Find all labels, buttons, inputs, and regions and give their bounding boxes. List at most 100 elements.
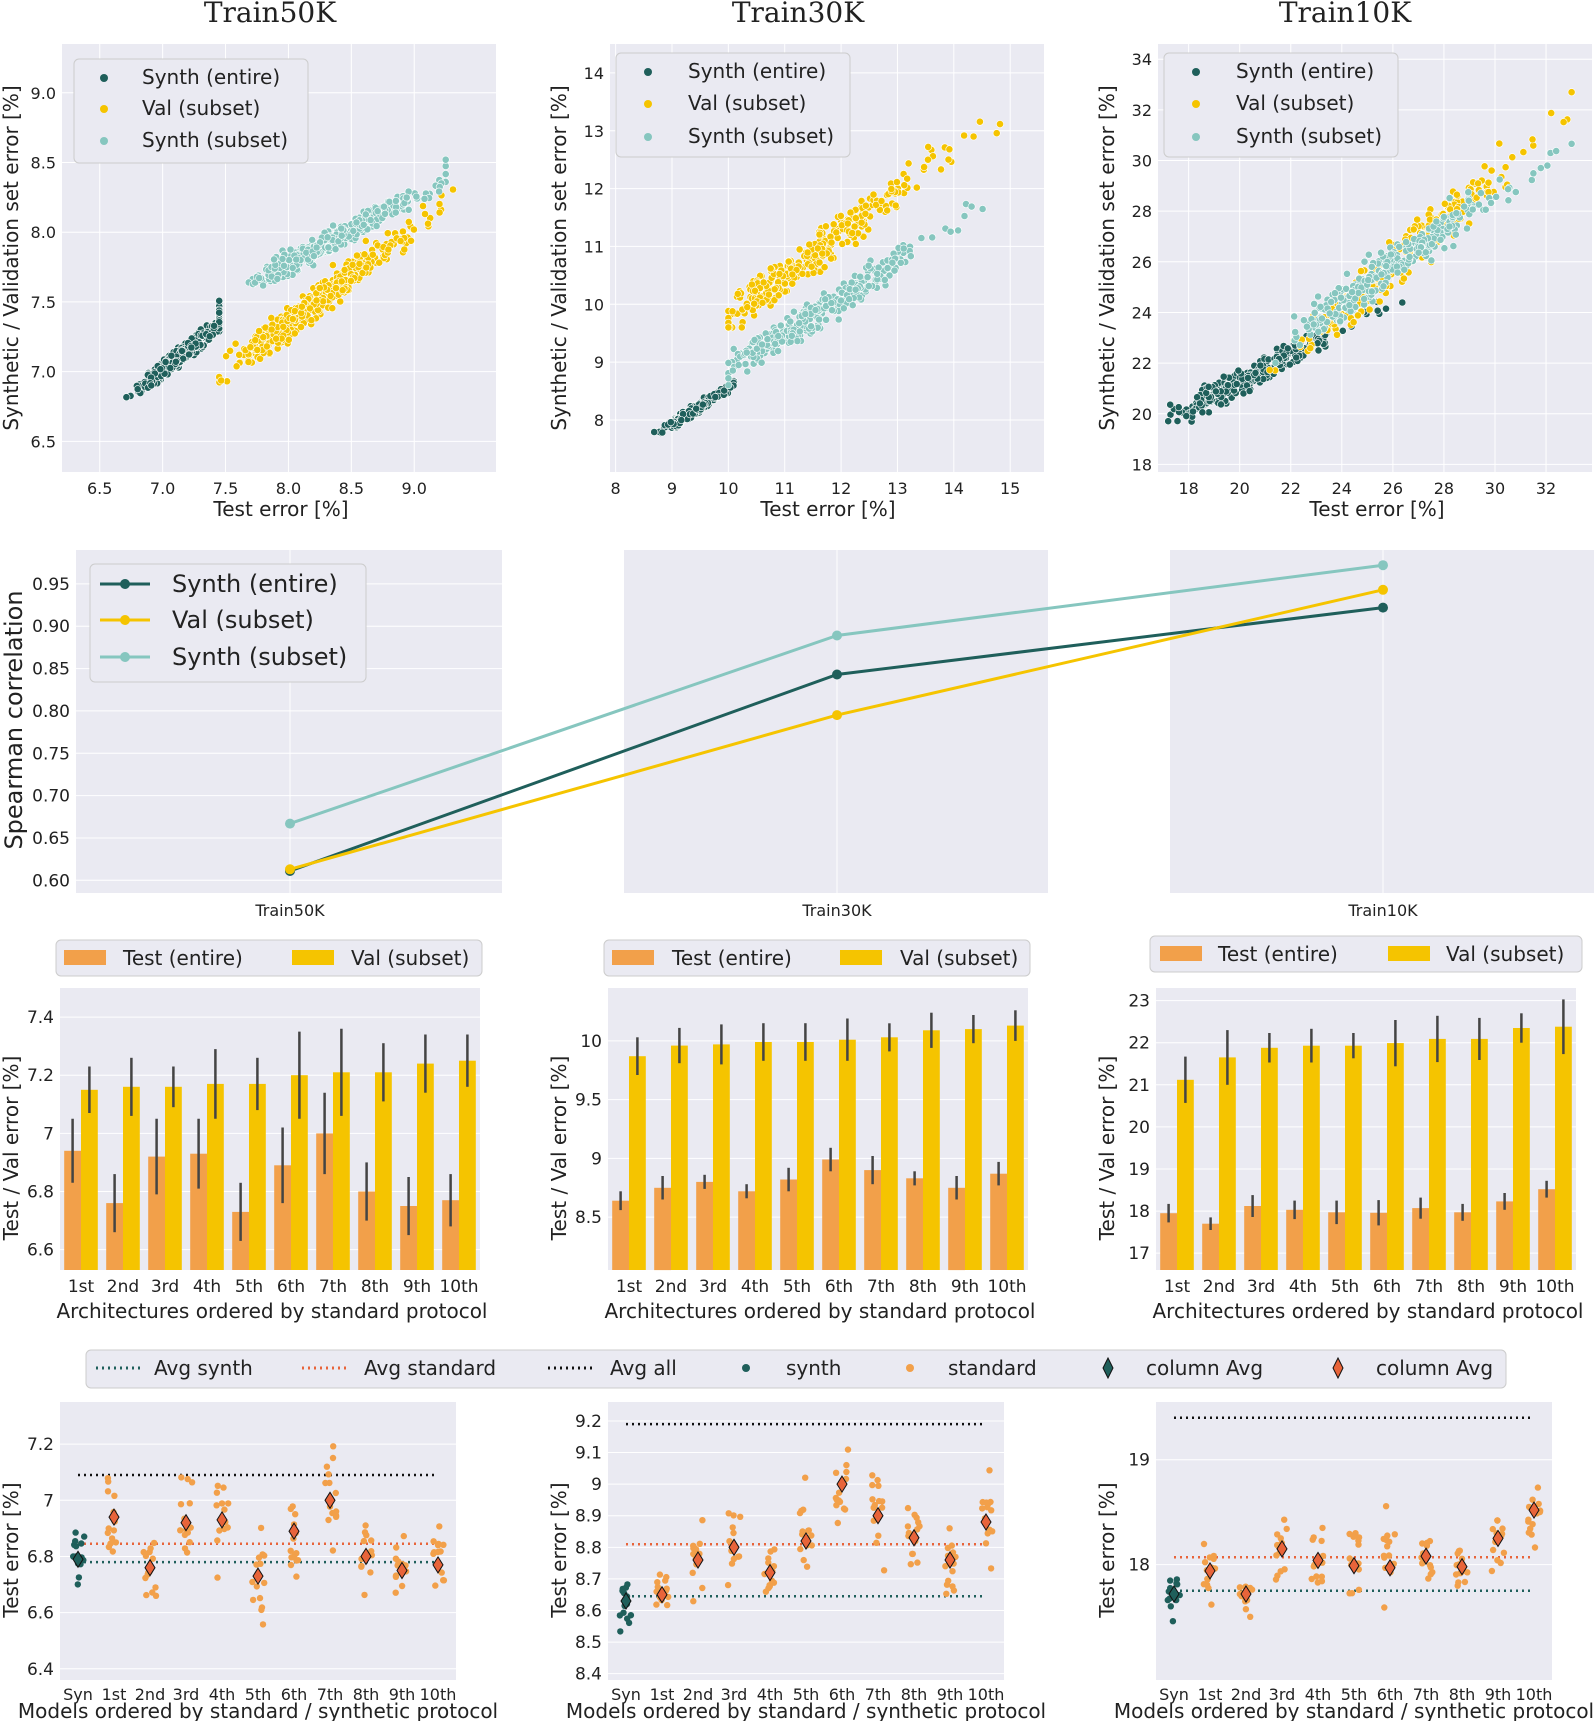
scatter-point xyxy=(976,117,984,126)
scatter-point xyxy=(1382,262,1391,270)
scatter-point xyxy=(1445,194,1454,202)
standard-point xyxy=(873,1539,880,1547)
x-tick-label: 4th xyxy=(1289,1277,1317,1297)
standard-point xyxy=(943,1590,950,1598)
scatter-point xyxy=(790,307,798,316)
scatter-point xyxy=(1318,314,1326,323)
scatter-point xyxy=(828,306,836,315)
standard-point xyxy=(834,1519,841,1527)
scatter-point xyxy=(312,243,321,252)
y-tick-label: 10 xyxy=(584,295,604,314)
legend-marker-synth-subset xyxy=(644,133,652,141)
scatter-point xyxy=(267,313,276,322)
standard-point xyxy=(1386,1538,1393,1545)
scatter-point xyxy=(1395,242,1404,251)
standard-point xyxy=(261,1579,268,1587)
scatter-point xyxy=(372,222,381,230)
scatter-point xyxy=(903,174,912,183)
legend-label-val-subset: Val (subset) xyxy=(900,946,1018,970)
y-tick-label: 6.4 xyxy=(27,1660,54,1680)
y-tick-label: 18 xyxy=(1132,455,1152,474)
y-tick-label: 28 xyxy=(1132,202,1152,221)
scatter-point xyxy=(412,192,421,201)
standard-point xyxy=(989,1528,996,1535)
standard-point xyxy=(1346,1590,1353,1597)
standard-point xyxy=(1200,1540,1208,1548)
scatter-point xyxy=(185,350,193,359)
scatter-point xyxy=(815,230,824,239)
scatter-point xyxy=(1440,244,1449,253)
standard-point xyxy=(392,1589,399,1596)
standard-point xyxy=(943,1581,951,1588)
standard-point xyxy=(257,1560,264,1568)
standard-point xyxy=(332,1489,339,1497)
scatter-point xyxy=(309,252,318,260)
standard-point xyxy=(104,1488,112,1495)
scatter-point xyxy=(1327,297,1336,306)
scatter-point xyxy=(307,316,316,325)
scatter-point xyxy=(324,243,333,252)
scatter-point xyxy=(1393,268,1402,277)
scatter-point xyxy=(758,298,767,307)
scatter-point xyxy=(349,226,358,235)
standard-point xyxy=(874,1476,881,1484)
scatter-point xyxy=(1495,175,1504,184)
standard-point xyxy=(1242,1606,1250,1613)
standard-point xyxy=(393,1544,400,1551)
y-tick-label: 10 xyxy=(580,1032,602,1052)
scatter-point xyxy=(811,306,820,314)
scatter-point xyxy=(864,261,873,270)
standard-point xyxy=(1531,1544,1539,1551)
scatter-point xyxy=(359,220,368,229)
bar xyxy=(780,1179,797,1270)
scatter-point xyxy=(312,296,321,305)
bar-ylabel-1: Test / Val error [%] xyxy=(0,1056,23,1242)
scatter-point xyxy=(1484,178,1493,187)
y-tick-label: 6.8 xyxy=(27,1547,54,1567)
standard-point xyxy=(177,1527,184,1534)
scatter-point xyxy=(815,315,823,324)
standard-point xyxy=(183,1549,191,1556)
scatter-point xyxy=(1336,317,1345,326)
standard-point xyxy=(186,1500,193,1507)
bar xyxy=(1202,1223,1219,1270)
x-tick-label: 8th xyxy=(1457,1277,1485,1297)
x-tick-label: 8th xyxy=(909,1277,937,1297)
legend-marker-synth-subset xyxy=(100,137,108,145)
x-tick-label: 8.5 xyxy=(339,479,364,498)
scatter-legend-2: Synth (entire) Val (subset) Synth (subse… xyxy=(615,52,851,158)
standard-point xyxy=(914,1559,921,1566)
standard-point xyxy=(257,1524,265,1532)
x-tick-label: 9th xyxy=(951,1277,979,1297)
standard-point xyxy=(843,1468,850,1476)
bar xyxy=(1538,1189,1555,1270)
scatter-point xyxy=(424,219,432,228)
scatter-point xyxy=(1414,248,1423,257)
scatter-point xyxy=(259,281,267,290)
x-tick-label: 15 xyxy=(1000,479,1020,498)
scatter-point xyxy=(837,296,845,305)
y-tick-label: 23 xyxy=(1128,992,1150,1012)
standard-point xyxy=(1419,1540,1426,1547)
scatter-point xyxy=(1413,215,1422,224)
standard-point xyxy=(249,1596,257,1604)
scatter-point xyxy=(1379,282,1388,291)
standard-point xyxy=(949,1568,956,1575)
scatter-point xyxy=(1314,346,1323,355)
scatter-point xyxy=(1373,306,1382,315)
standard-point xyxy=(800,1556,807,1564)
y-tick-label: 8.6 xyxy=(575,1602,602,1622)
scatter-point xyxy=(699,400,707,409)
bar-legend-3: Test (entire) Val (subset) xyxy=(1149,935,1583,973)
scatter-point xyxy=(996,120,1004,128)
standard-point xyxy=(112,1539,120,1546)
scatter-point xyxy=(763,335,772,344)
standard-point xyxy=(1283,1525,1290,1533)
standard-point xyxy=(1382,1503,1390,1510)
scatter-point xyxy=(246,343,255,352)
standard-point xyxy=(690,1598,697,1605)
scatter-legend-3: Synth (entire) Val (subset) Synth (subse… xyxy=(1163,52,1399,158)
scatter-point xyxy=(861,201,870,210)
scatter-point xyxy=(1348,288,1356,296)
legend-label-synth: synth xyxy=(786,1356,841,1380)
